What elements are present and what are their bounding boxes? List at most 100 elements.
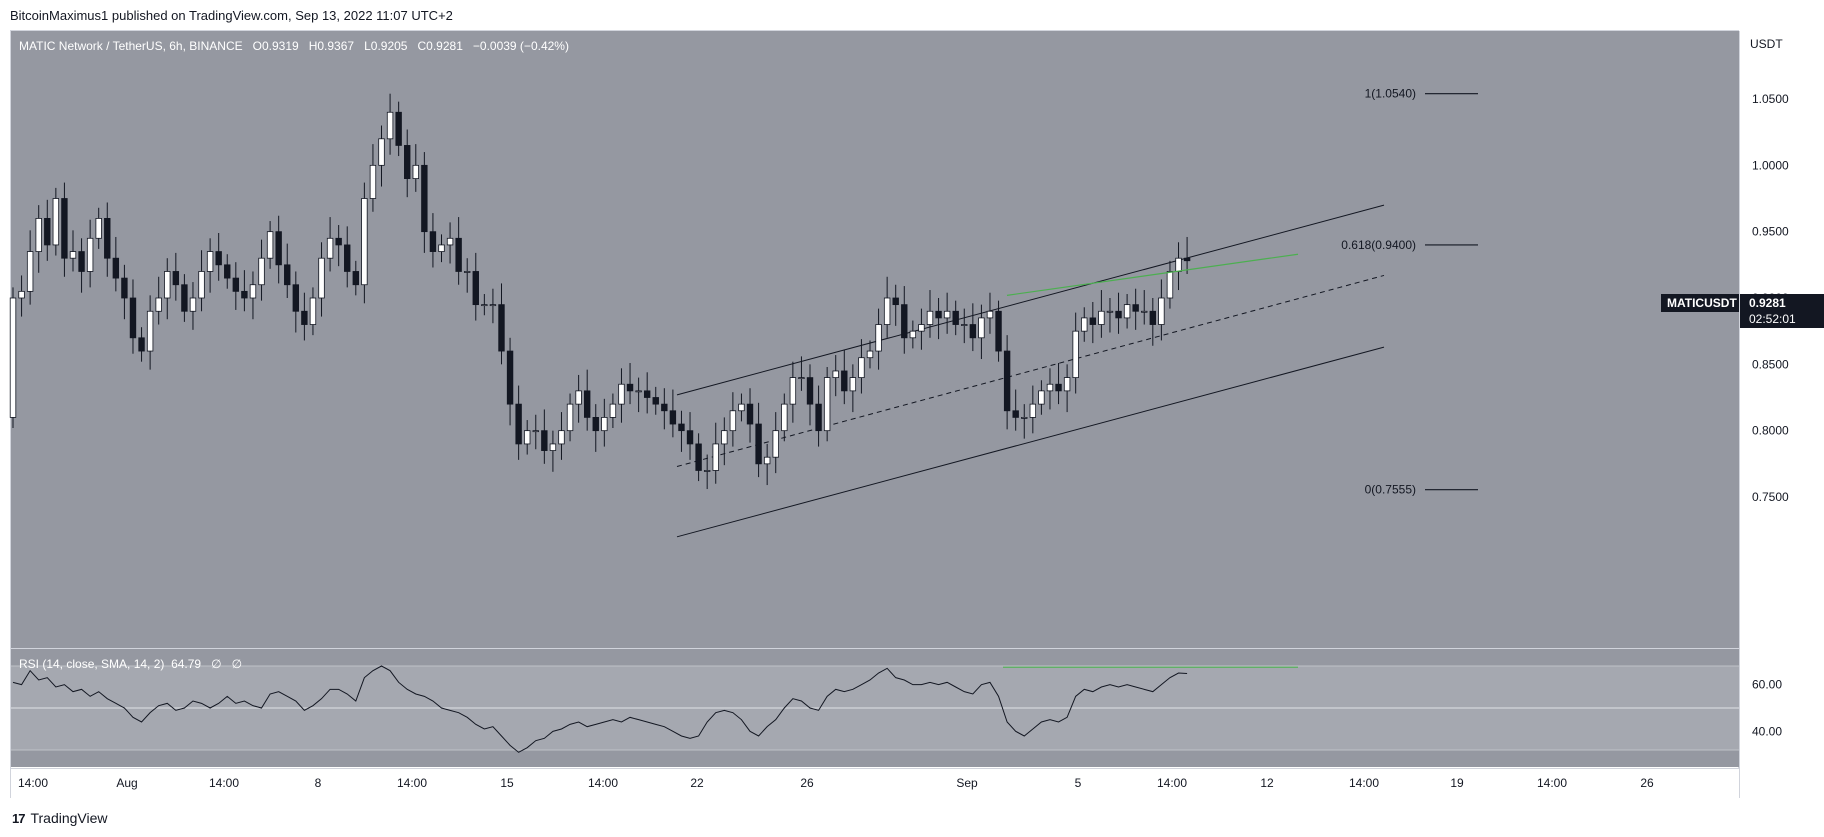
- time-axis-label: 14:00: [18, 776, 48, 790]
- symbol-tag-label: MATICUSDT: [1667, 296, 1737, 310]
- time-axis-label: Sep: [956, 776, 978, 790]
- channel-upper-line: [676, 204, 1385, 396]
- candle-down: [292, 284, 300, 312]
- fib-level-label: 0(0.7555): [1365, 483, 1416, 497]
- candle-down: [841, 370, 848, 392]
- candle-up: [378, 138, 385, 166]
- candle-up: [635, 390, 642, 393]
- candle-down: [506, 350, 514, 405]
- divergence-lines[interactable]: [1003, 253, 1299, 668]
- candle-down: [1012, 410, 1019, 418]
- candle-down: [1183, 257, 1191, 262]
- candle-down: [1115, 310, 1122, 319]
- candle-down: [395, 111, 402, 146]
- price-tick-label: 0.7500: [1752, 490, 1789, 504]
- candle-down: [344, 244, 351, 272]
- candle-up: [1098, 310, 1105, 325]
- candle-down: [224, 264, 231, 279]
- candle-up: [738, 403, 745, 412]
- candle-up: [1038, 390, 1045, 405]
- open-value: 0.9319: [261, 39, 299, 53]
- candle-down: [472, 271, 479, 306]
- candle-up: [703, 470, 711, 472]
- candle-up: [858, 357, 865, 379]
- candle-down: [892, 297, 899, 306]
- candle-down: [1003, 350, 1011, 412]
- close-label: C: [417, 39, 427, 53]
- fib-level-label: 1(1.0540): [1365, 87, 1416, 101]
- candle-up: [1158, 297, 1165, 325]
- price-tag-bg: [1740, 294, 1824, 328]
- candle-down: [643, 390, 651, 398]
- rsi-extra-1: ∅: [211, 657, 222, 671]
- candle-up: [986, 310, 994, 319]
- candle-down: [952, 310, 959, 325]
- symbol-title[interactable]: MATIC Network / TetherUS, 6h, BINANCE: [19, 39, 243, 53]
- candle-up: [849, 377, 857, 392]
- author-name[interactable]: BitcoinMaximus1: [10, 8, 109, 23]
- fib-retracement[interactable]: 1(1.0540) 0.618(0.9400) 0(0.7555): [1341, 87, 1478, 497]
- candle-down: [352, 271, 359, 286]
- time-axis-label: 14:00: [1537, 776, 1567, 790]
- candle-down: [129, 297, 137, 339]
- price-tick-label: 0.9500: [1752, 225, 1789, 239]
- price-tick-label: 0.8500: [1752, 357, 1789, 371]
- candle-up: [464, 271, 471, 273]
- candle-up: [146, 310, 154, 352]
- candle-up: [412, 164, 419, 179]
- candle-up: [618, 383, 625, 405]
- candle-up: [1046, 383, 1054, 392]
- candle-up: [1029, 403, 1037, 418]
- rsi-legend[interactable]: RSI (14, close, SMA, 14, 2) 64.79 ∅ ∅: [19, 657, 242, 671]
- price-tick-label: 1.0000: [1752, 158, 1789, 172]
- candle-up: [26, 251, 34, 292]
- ascending-channel[interactable]: [676, 204, 1385, 538]
- candle-up: [318, 257, 325, 299]
- candle-up: [249, 284, 257, 299]
- candle-down: [1132, 304, 1139, 312]
- candle-down: [686, 430, 694, 445]
- low-value: 0.9205: [370, 39, 408, 53]
- candle-down: [1149, 310, 1157, 325]
- candle-down: [652, 397, 659, 405]
- candle-up: [386, 111, 394, 140]
- time-axis-label: 14:00: [397, 776, 427, 790]
- open-label: O: [252, 39, 262, 53]
- rsi-title[interactable]: RSI (14, close, SMA, 14, 2): [19, 657, 165, 671]
- rsi-extra-2: ∅: [231, 657, 243, 671]
- candle-down: [695, 443, 702, 471]
- candle-up: [729, 410, 737, 432]
- candle-up: [789, 377, 797, 405]
- candle-down: [995, 310, 1002, 352]
- candle-up: [532, 430, 539, 433]
- candle-down: [669, 410, 677, 425]
- candle-down: [901, 304, 908, 339]
- candle-down: [969, 324, 977, 339]
- candle-up: [155, 297, 162, 312]
- publish-info: BitcoinMaximus1 published on TradingView…: [10, 8, 453, 23]
- candle-down: [172, 271, 180, 286]
- price-axis-bg[interactable]: [1739, 31, 1824, 768]
- candle-up: [524, 430, 531, 445]
- time-axis-label: 14:00: [588, 776, 618, 790]
- candle-up: [69, 251, 77, 259]
- time-axis-label: 14:00: [1157, 776, 1187, 790]
- symbol-legend[interactable]: MATIC Network / TetherUS, 6h, BINANCE O0…: [19, 39, 569, 53]
- price-divergence-line: [1006, 253, 1299, 296]
- time-axis-bg[interactable]: [11, 768, 1739, 798]
- candle-down: [78, 251, 85, 272]
- candle-down: [241, 290, 248, 299]
- candle-up: [1072, 330, 1079, 378]
- candle-up: [1106, 310, 1114, 313]
- candle-down: [181, 284, 188, 312]
- candle-down: [215, 251, 222, 266]
- candle-down: [429, 231, 437, 252]
- candle-up: [978, 317, 985, 339]
- last-price-tag[interactable]: MATICUSDT 0.9281 02:52:01: [1661, 294, 1824, 328]
- candle-up: [601, 416, 608, 432]
- candle-down: [61, 198, 68, 259]
- tradingview-brand[interactable]: 17 TradingView: [12, 810, 108, 826]
- rsi-tick-label: 60.00: [1752, 678, 1782, 692]
- close-value: 0.9281: [426, 39, 463, 53]
